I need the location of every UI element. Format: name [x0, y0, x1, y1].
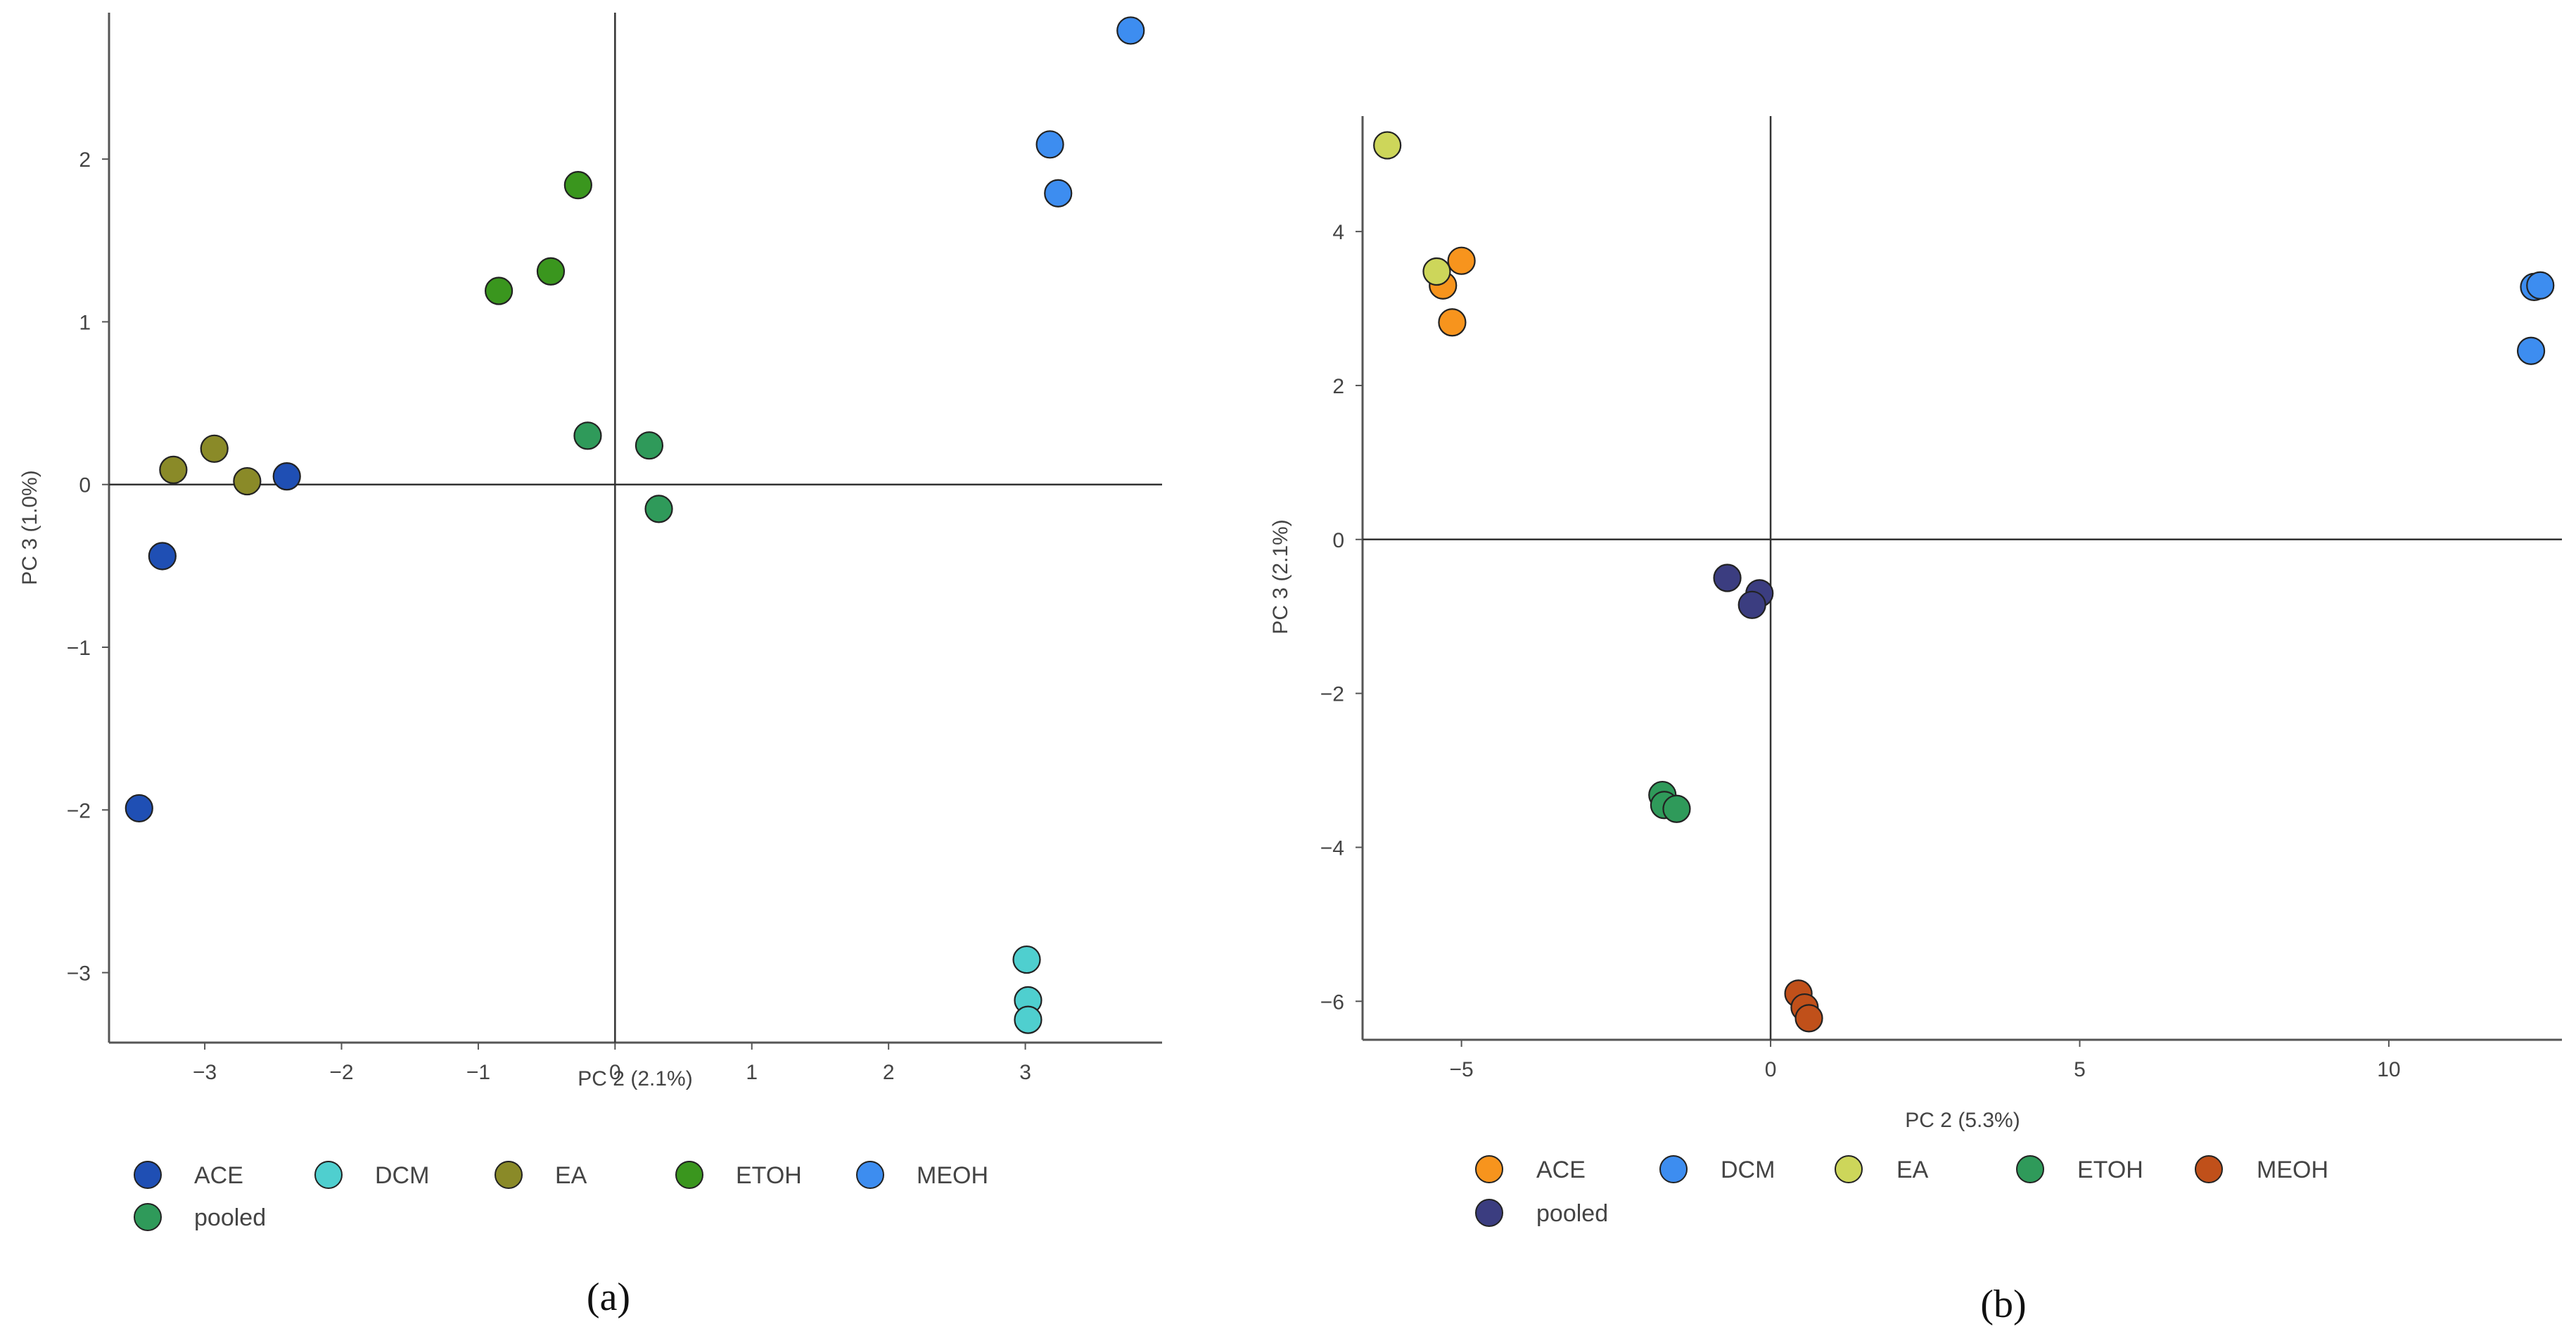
data-point-ea — [1422, 257, 1451, 286]
x-tick-label: 10 — [2377, 1058, 2400, 1081]
data-point-dcm — [2516, 336, 2546, 365]
legend-b-etoh-marker — [2016, 1155, 2044, 1183]
legend-b-pooled-marker — [1475, 1199, 1503, 1227]
data-point-ea — [1373, 131, 1402, 160]
legend-a-pooled-marker — [134, 1203, 162, 1231]
legend-a-pooled-label: pooled — [194, 1204, 266, 1231]
panel-a-background — [0, 0, 1196, 1343]
legend-a-dcm-marker — [314, 1161, 343, 1189]
legend-b-etoh-label: ETOH — [2077, 1157, 2143, 1183]
x-tick-label: −1 — [466, 1061, 490, 1084]
data-point-ea — [159, 455, 188, 484]
panel-b-ticks: −5 0 5 10 −6 −4 −2 0 2 4 — [1320, 221, 2401, 1081]
legend-b-dcm-label: DCM — [1721, 1157, 1775, 1183]
x-tick-label: 0 — [609, 1061, 621, 1084]
legend-a-dcm-label: DCM — [375, 1162, 429, 1189]
legend-b-ace-marker — [1475, 1155, 1503, 1183]
data-point-meoh — [1035, 130, 1064, 159]
legend-a-meoh-marker — [856, 1161, 884, 1189]
data-point-dcm — [1012, 945, 1041, 974]
legend-a-ea-marker — [495, 1161, 523, 1189]
panel-b-ylabel: PC 3 (2.1%) — [1269, 519, 1292, 634]
x-tick-label: −5 — [1450, 1058, 1474, 1081]
x-tick-label: 0 — [1765, 1058, 1777, 1081]
legend-b-meoh-label: MEOH — [2257, 1157, 2328, 1183]
y-tick-label: 2 — [1332, 375, 1344, 398]
y-tick-label: 1 — [79, 311, 91, 334]
legend-a-meoh-label: MEOH — [917, 1162, 988, 1189]
legend-a-ace-marker — [134, 1161, 162, 1189]
data-point-pooled — [635, 431, 664, 460]
y-tick-label: −2 — [67, 799, 91, 822]
data-point-meoh — [1116, 16, 1145, 45]
legend-b-ace-label: ACE — [1536, 1157, 1586, 1183]
data-point-ace — [148, 542, 177, 571]
data-point-ea — [233, 466, 262, 496]
y-tick-label: 4 — [1332, 221, 1344, 244]
data-point-etoh — [536, 257, 566, 286]
data-point-etoh — [484, 276, 514, 305]
x-tick-label: −2 — [329, 1061, 353, 1084]
data-point-ace — [272, 462, 301, 491]
y-tick-label: −1 — [67, 637, 91, 660]
data-point-ace — [1447, 246, 1476, 275]
panel-b-xlabel: PC 2 (5.3%) — [1905, 1109, 2020, 1132]
panel-a-points — [125, 16, 1145, 1034]
data-point-pooled — [1713, 564, 1742, 592]
data-point-ace — [125, 794, 153, 823]
y-tick-label: −3 — [67, 962, 91, 986]
legend-b-ea-marker — [1835, 1155, 1863, 1183]
panel-b-legend: ACE DCM EA ETOH MEOH pooled — [1475, 1155, 2328, 1227]
legend-a-ace-label: ACE — [194, 1162, 243, 1189]
y-tick-label: −4 — [1320, 836, 1344, 860]
panel-b-caption: (b) — [1980, 1282, 2026, 1326]
y-tick-label: 0 — [79, 474, 91, 497]
data-point-etoh — [563, 171, 592, 200]
x-tick-label: 1 — [746, 1061, 758, 1084]
x-tick-label: −3 — [193, 1061, 217, 1084]
y-tick-label: −6 — [1320, 991, 1344, 1014]
data-point-dcm — [2526, 271, 2555, 300]
x-tick-label: 3 — [1019, 1061, 1031, 1084]
panel-a-caption: (a) — [587, 1275, 630, 1319]
legend-b-ea-label: EA — [1896, 1157, 1929, 1183]
data-point-meoh — [1794, 1004, 1823, 1033]
panel-b-points — [1373, 131, 2555, 1033]
legend-b-pooled-label: pooled — [1536, 1200, 1608, 1227]
legend-a-etoh-label: ETOH — [736, 1162, 802, 1189]
data-point-pooled — [644, 495, 673, 523]
legend-b-dcm-marker — [1659, 1155, 1688, 1183]
y-tick-label: −2 — [1320, 683, 1344, 706]
panel-a-ticks: −3 −2 −1 0 1 2 3 −3 −2 −1 0 1 2 — [67, 148, 1031, 1084]
data-point-pooled — [573, 421, 602, 450]
data-point-meoh — [1044, 179, 1073, 208]
x-tick-label: 2 — [883, 1061, 895, 1084]
data-point-dcm — [1014, 1005, 1042, 1034]
panel-a-chart: −3 −2 −1 0 1 2 3 −3 −2 −1 0 1 2 PC 2 (2.1%) PC 3 (1.… — [0, 0, 1196, 1343]
legend-b-meoh-marker — [2195, 1155, 2223, 1183]
data-point-etoh — [1662, 794, 1691, 823]
panel-a-legend: ACE DCM EA ETOH MEOH pooled — [134, 1161, 988, 1231]
y-tick-label: 0 — [1332, 529, 1344, 552]
data-point-pooled — [1737, 590, 1766, 619]
legend-a-etoh-marker — [675, 1161, 703, 1189]
data-point-ea — [200, 434, 229, 463]
y-tick-label: 2 — [79, 148, 91, 172]
data-point-ace — [1438, 308, 1467, 337]
x-tick-label: 5 — [2074, 1058, 2086, 1081]
panel-a-ylabel: PC 3 (1.0%) — [18, 470, 42, 585]
panel-a-xlabel: PC 2 (2.1%) — [578, 1067, 692, 1090]
legend-a-ea-label: EA — [555, 1162, 587, 1189]
